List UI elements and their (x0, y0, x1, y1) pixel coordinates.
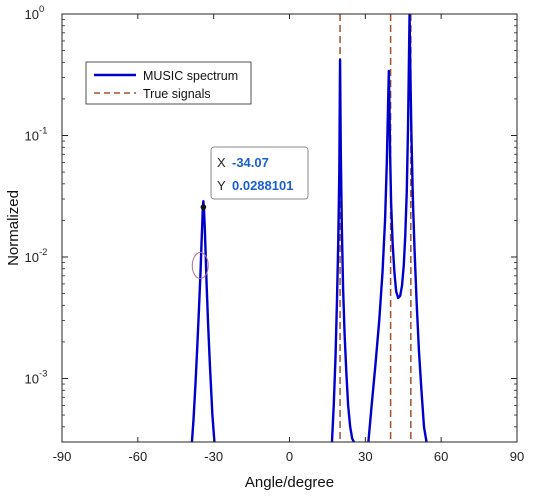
datatip-y-value: 0.0288101 (232, 178, 293, 193)
x-tick-label: 0 (286, 449, 293, 464)
music-spectrum-line (330, 58, 356, 442)
datatip[interactable]: X -34.07 Y 0.0288101 (200, 146, 309, 210)
y-tick-label-exponent: 0 (39, 4, 44, 15)
datatip-marker (200, 204, 207, 210)
y-tick-label-exponent: -2 (39, 247, 47, 258)
datatip-box (210, 146, 309, 200)
datatip-x-label: X (217, 155, 226, 170)
legend-label-music: MUSIC spectrum (143, 69, 238, 83)
y-tick-label-exponent: -3 (39, 368, 47, 379)
legend: MUSIC spectrum True signals (85, 61, 252, 105)
datatip-x-value: -34.07 (232, 155, 269, 170)
legend-label-true-signals: True signals (143, 87, 211, 101)
x-axis-ticks: -90 -60 -30 0 30 60 90 (53, 14, 524, 464)
datatip-y-label: Y (217, 178, 226, 193)
x-tick-label: -60 (128, 449, 147, 464)
y-tick-label-exponent: -1 (39, 125, 47, 136)
x-tick-label: 60 (434, 449, 448, 464)
peak-highlight-ellipse (191, 252, 209, 280)
music-spectrum-line (367, 14, 428, 442)
x-axis-label: Angle/degree (245, 474, 334, 491)
y-axis-label: Normalized (5, 190, 22, 266)
y-tick-label-base: 10 (25, 250, 39, 265)
y-tick-label-base: 10 (25, 128, 39, 143)
legend-box (85, 61, 252, 105)
x-tick-label: 90 (510, 449, 524, 464)
y-tick-label-base: 10 (25, 371, 39, 386)
x-tick-label: -30 (204, 449, 223, 464)
x-tick-label: -90 (53, 449, 72, 464)
x-tick-label: 30 (358, 449, 372, 464)
y-tick-label-base: 10 (25, 7, 39, 22)
